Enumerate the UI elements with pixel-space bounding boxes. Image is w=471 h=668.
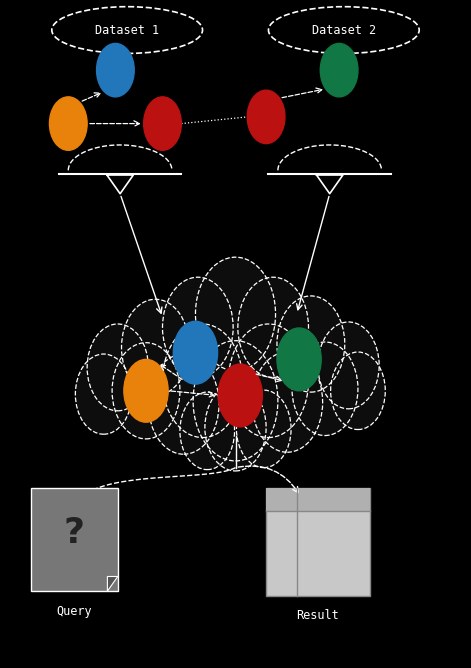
Text: ?: ? [64, 516, 85, 550]
Circle shape [173, 321, 218, 384]
Circle shape [75, 354, 132, 434]
Circle shape [162, 277, 233, 377]
Circle shape [87, 324, 148, 411]
Circle shape [193, 341, 278, 461]
Circle shape [148, 354, 219, 454]
Circle shape [252, 352, 323, 452]
Circle shape [195, 257, 276, 371]
Circle shape [320, 43, 358, 97]
Circle shape [292, 342, 358, 436]
Circle shape [180, 392, 235, 470]
Circle shape [331, 352, 385, 430]
Circle shape [112, 343, 180, 439]
Circle shape [97, 43, 134, 97]
FancyBboxPatch shape [266, 488, 370, 512]
Circle shape [318, 322, 379, 409]
Circle shape [277, 328, 321, 391]
Text: Result: Result [297, 609, 339, 622]
Circle shape [144, 97, 181, 150]
Text: Dataset 2: Dataset 2 [312, 23, 376, 37]
FancyBboxPatch shape [266, 488, 370, 596]
Circle shape [162, 324, 243, 438]
Circle shape [277, 296, 345, 392]
Text: Dataset 1: Dataset 1 [95, 23, 159, 37]
Circle shape [124, 359, 168, 422]
FancyBboxPatch shape [31, 488, 118, 591]
Circle shape [218, 364, 262, 427]
Circle shape [49, 97, 87, 150]
Circle shape [205, 384, 266, 471]
Circle shape [236, 390, 291, 468]
Polygon shape [107, 576, 118, 591]
Text: Query: Query [57, 605, 92, 617]
Circle shape [228, 324, 309, 438]
Circle shape [122, 299, 189, 395]
Circle shape [238, 277, 309, 377]
Circle shape [247, 90, 285, 144]
